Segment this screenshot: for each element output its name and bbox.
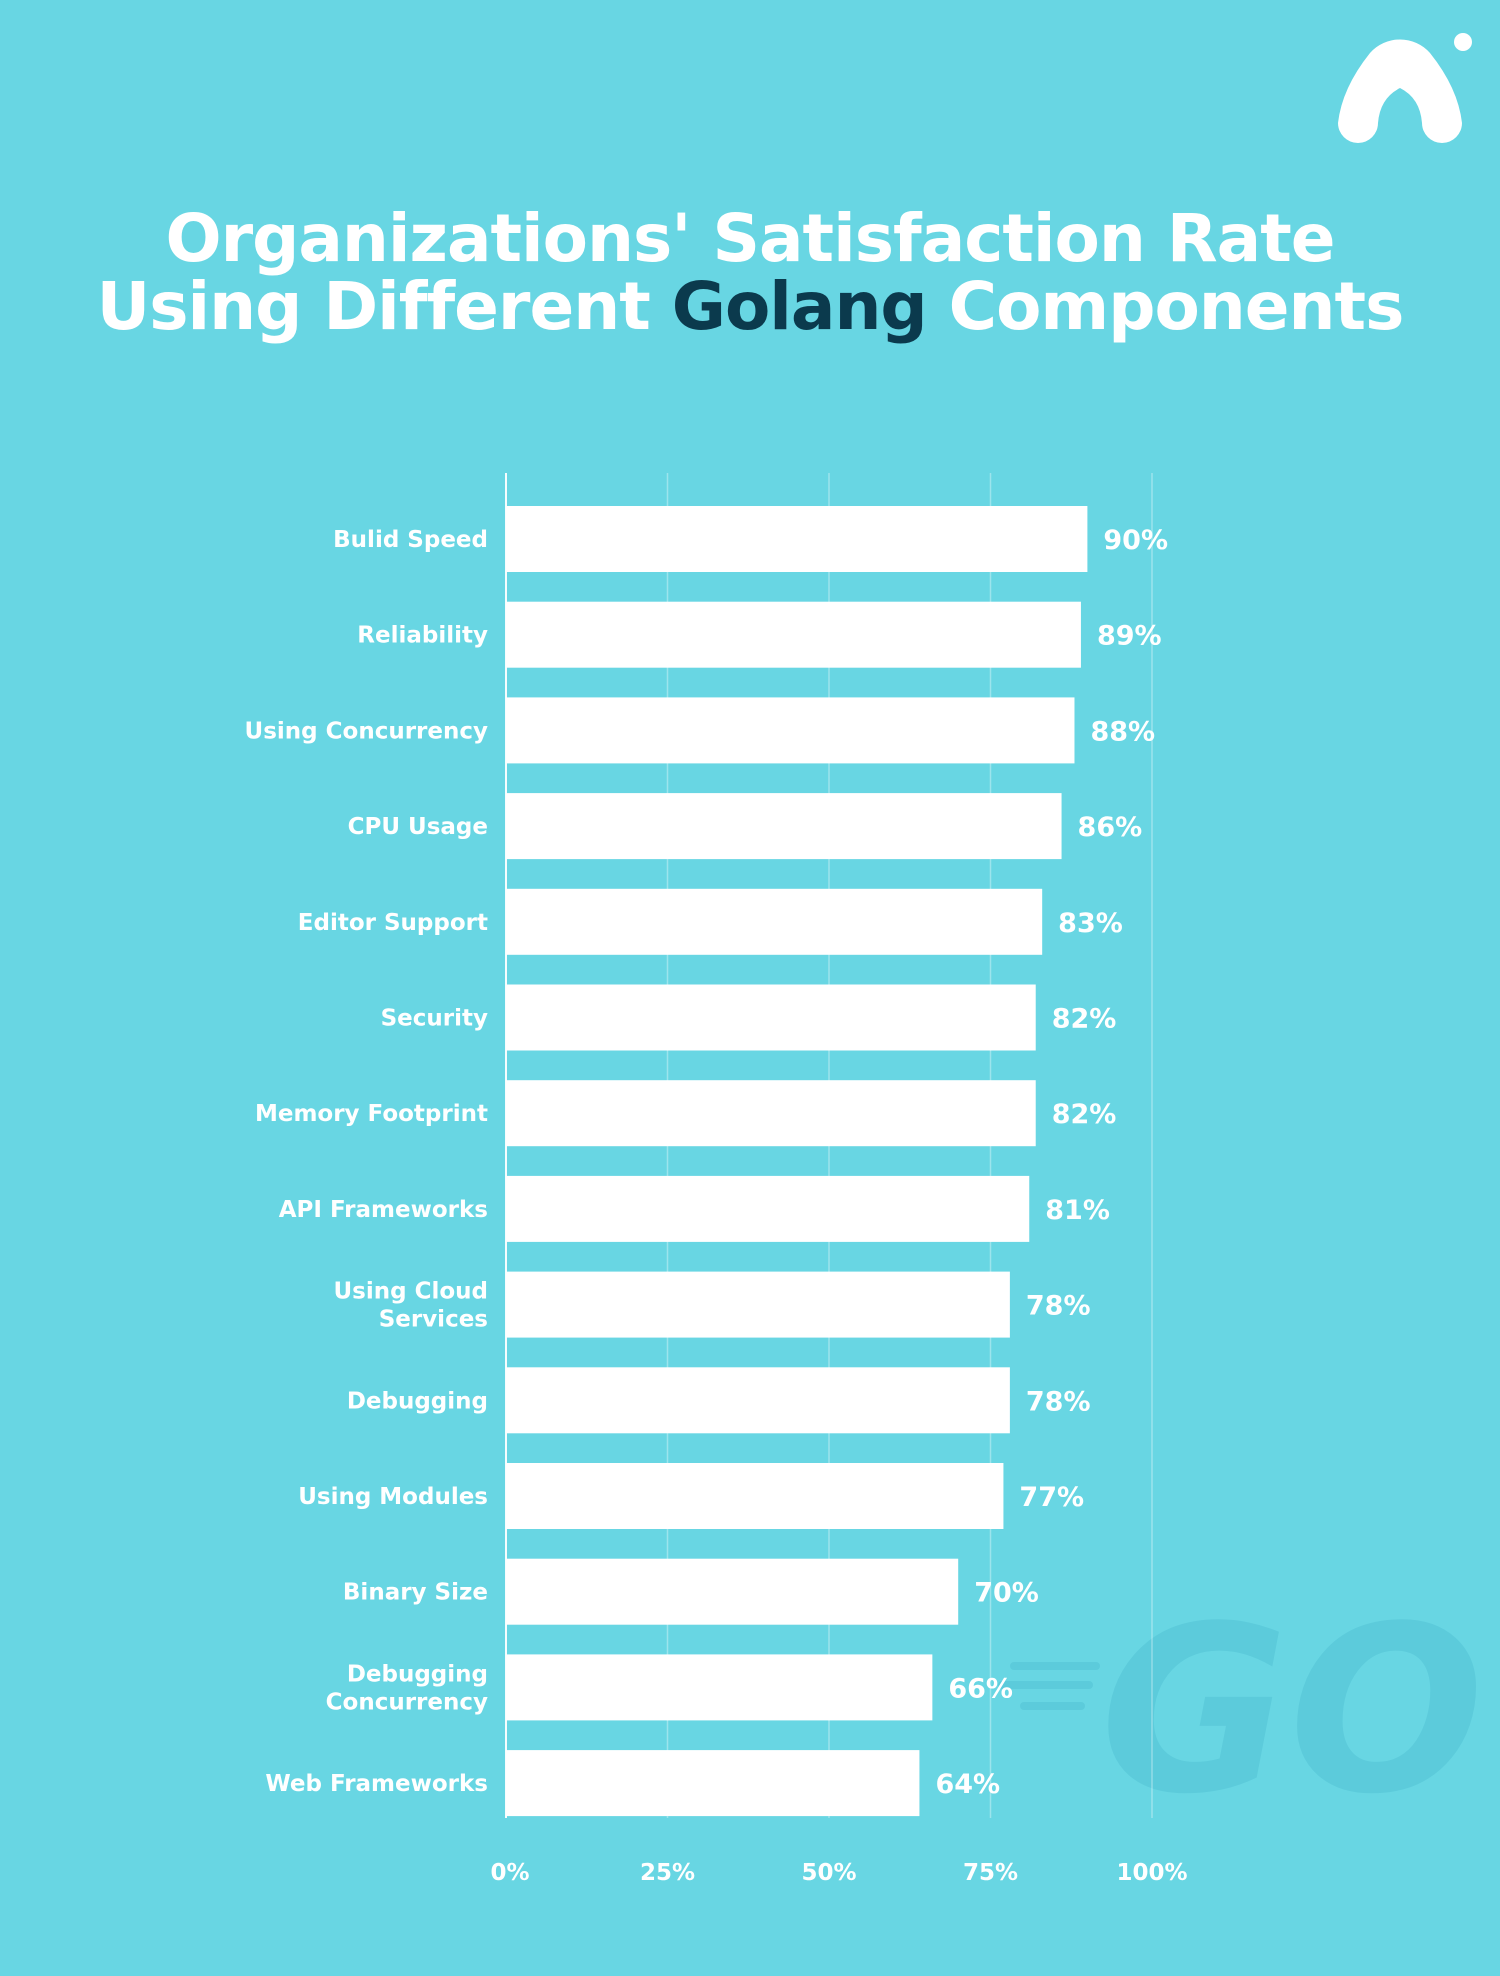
title-prefix: Using Different: [96, 268, 672, 345]
bar-3: [506, 793, 1062, 860]
value-label-4: 83%: [1058, 908, 1123, 939]
title-accent-golang: Golang: [671, 268, 928, 345]
category-labels-group: Bulid Speed Reliability Using Concurrency C…: [245, 527, 488, 1797]
category-label-8: Using Cloud Services: [334, 1279, 489, 1333]
bar-11: [506, 1558, 959, 1625]
category-label-12-line-1: Concurrency: [326, 1689, 488, 1715]
category-label-12: Debugging Concurrency: [326, 1661, 488, 1715]
value-label-6: 82%: [1052, 1099, 1117, 1130]
category-label-13-line-0: Web Frameworks: [265, 1771, 488, 1797]
category-label-0-line-0: Bulid Speed: [333, 527, 488, 553]
bar-0: [506, 506, 1088, 572]
tick-label-75: 75%: [963, 1860, 1018, 1886]
bar-4: [506, 888, 1043, 955]
category-label-11: Binary Size: [343, 1580, 488, 1606]
value-label-12: 66%: [948, 1673, 1013, 1704]
title-line-2: Using Different Golang Components: [0, 273, 1500, 341]
value-label-5: 82%: [1052, 1004, 1117, 1035]
watermark-speed-line-2: [998, 1681, 1093, 1689]
value-label-2: 88%: [1090, 716, 1155, 747]
value-label-10: 77%: [1019, 1482, 1084, 1513]
brand-logo: [1338, 33, 1472, 143]
category-label-1-line-0: Reliability: [357, 623, 488, 649]
bar-7: [506, 1175, 1030, 1242]
watermark-speed-line-1: [1010, 1662, 1100, 1670]
bar-12: [506, 1654, 933, 1721]
watermark-speed-line-3: [1020, 1702, 1085, 1710]
title-suffix: Components: [926, 268, 1405, 345]
value-label-9: 78%: [1026, 1386, 1091, 1417]
category-label-0: Bulid Speed: [333, 527, 488, 553]
tick-label-50: 50%: [801, 1860, 856, 1886]
bars-group: [506, 506, 1088, 1817]
category-label-6-line-0: Memory Footprint: [255, 1101, 488, 1127]
bar-1: [506, 601, 1081, 668]
value-labels-group: 90% 89% 88% 86% 83% 82% 82% 81% 78% 78% 77% 70% 66% 6…: [935, 525, 1168, 1800]
category-label-12-line-0: Debugging: [347, 1661, 488, 1687]
category-label-2-line-0: Using Concurrency: [245, 718, 488, 744]
logo-arch-shape: [1338, 39, 1462, 143]
category-label-5-line-0: Security: [381, 1006, 488, 1032]
category-label-4-line-0: Editor Support: [298, 910, 488, 936]
tick-label-0: 0%: [490, 1860, 529, 1886]
x-axis-ticks: 0% 25% 50% 75% 100%: [490, 1860, 1187, 1886]
category-label-9-line-0: Debugging: [347, 1388, 488, 1414]
value-label-1: 89%: [1097, 621, 1162, 652]
category-label-7: API Frameworks: [279, 1197, 488, 1223]
category-label-8-line-1: Services: [379, 1307, 488, 1333]
category-label-9: Debugging: [347, 1388, 488, 1414]
category-label-8-line-0: Using Cloud: [334, 1279, 489, 1305]
go-watermark: GO: [998, 1578, 1484, 1845]
tick-label-25: 25%: [640, 1860, 695, 1886]
category-label-10: Using Modules: [298, 1484, 488, 1510]
page-title: Organizations' Satisfaction Rate Using D…: [0, 205, 1500, 341]
category-label-13: Web Frameworks: [265, 1771, 488, 1797]
bar-8: [506, 1271, 1010, 1338]
title-line-1: Organizations' Satisfaction Rate: [165, 200, 1335, 277]
category-label-3-line-0: CPU Usage: [348, 814, 488, 840]
bar-10: [506, 1463, 1004, 1529]
tick-label-100: 100%: [1116, 1860, 1187, 1886]
category-label-2: Using Concurrency: [245, 718, 488, 744]
value-label-13: 64%: [935, 1769, 1000, 1800]
category-label-10-line-0: Using Modules: [298, 1484, 488, 1510]
value-label-8: 78%: [1026, 1291, 1091, 1322]
logo-dot: [1454, 33, 1472, 51]
category-label-5: Security: [381, 1006, 488, 1032]
category-label-4: Editor Support: [298, 910, 488, 936]
bar-6: [506, 1080, 1036, 1147]
value-label-0: 90%: [1103, 525, 1168, 556]
bar-9: [506, 1367, 1010, 1434]
bar-5: [506, 984, 1036, 1051]
value-label-11: 70%: [974, 1578, 1039, 1609]
watermark-text: GO: [1100, 1578, 1484, 1845]
category-label-7-line-0: API Frameworks: [279, 1197, 488, 1223]
value-label-7: 81%: [1045, 1195, 1110, 1226]
bar-2: [506, 697, 1075, 764]
value-label-3: 86%: [1078, 812, 1143, 843]
category-label-11-line-0: Binary Size: [343, 1580, 488, 1606]
bar-13: [506, 1750, 920, 1817]
category-label-6: Memory Footprint: [255, 1101, 488, 1127]
category-label-3: CPU Usage: [348, 814, 488, 840]
category-label-1: Reliability: [357, 623, 488, 649]
